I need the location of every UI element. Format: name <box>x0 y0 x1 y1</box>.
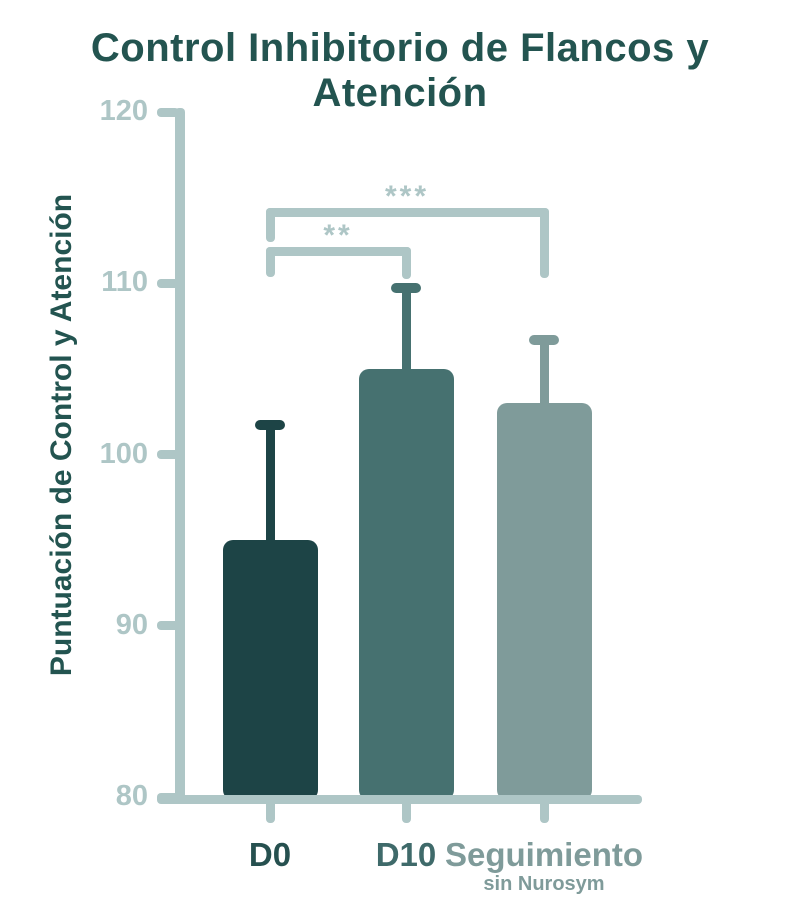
y-tick <box>157 792 179 802</box>
x-tick <box>539 802 549 823</box>
chart-title: Control Inhibitorio de Flancos y Atenció… <box>90 26 710 115</box>
significance-stars: *** <box>384 180 430 213</box>
x-category-label: D10 <box>375 836 437 873</box>
x-category-label: D0 <box>248 836 292 873</box>
significance-bracket <box>265 247 275 277</box>
significance-bracket <box>265 208 275 242</box>
error-bar-whisker <box>539 338 549 406</box>
significance-stars: ** <box>323 219 353 252</box>
y-tick <box>157 450 179 459</box>
significance-bracket <box>265 208 549 217</box>
x-tick <box>265 802 275 823</box>
error-bar-whisker <box>265 424 275 543</box>
bar <box>358 368 454 800</box>
error-bar-cap <box>255 420 285 431</box>
y-tick <box>157 107 179 117</box>
bar <box>222 540 318 800</box>
error-bar-whisker <box>401 287 411 371</box>
x-axis-line <box>157 795 642 804</box>
y-tick-label: 100 <box>99 437 148 470</box>
bar <box>496 403 592 800</box>
y-tick <box>157 621 179 631</box>
y-tick <box>157 278 179 288</box>
x-category-label: Seguimiento <box>444 836 644 873</box>
significance-bracket <box>265 247 411 256</box>
x-tick <box>401 802 411 823</box>
y-tick-label: 110 <box>101 266 148 299</box>
y-tick-label: 90 <box>115 608 148 641</box>
y-tick-label: 120 <box>99 95 148 127</box>
significance-bracket <box>401 247 411 279</box>
error-bar-cap <box>391 283 421 294</box>
y-axis-line <box>175 108 185 804</box>
y-axis-label: Puntuación de Control y Atención <box>45 193 78 677</box>
y-tick-label: 80 <box>115 780 148 812</box>
x-category-sublabel: sin Nurosym <box>483 873 605 895</box>
significance-bracket <box>539 208 549 278</box>
error-bar-cap <box>529 334 559 345</box>
